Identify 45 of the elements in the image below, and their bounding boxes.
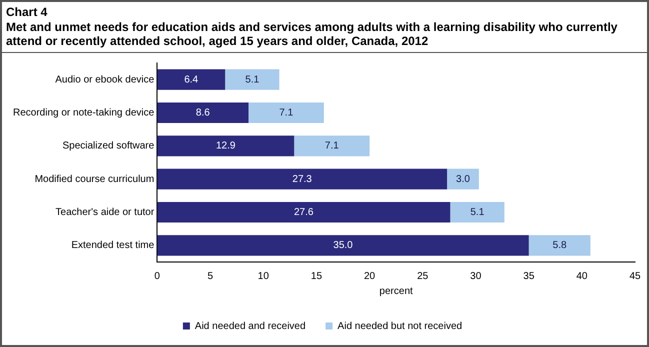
y-tick-label: Teacher's aide or tutor: [56, 207, 155, 218]
data-label: 6.4: [184, 74, 199, 86]
x-tick-label: 20: [364, 270, 376, 282]
x-tick-label: 15: [310, 270, 322, 282]
bar: [157, 69, 226, 90]
data-label: 5.1: [470, 207, 485, 218]
y-tick-label: Modified course curriculum: [34, 174, 154, 185]
x-tick-label: 25: [417, 270, 429, 282]
bar: [248, 102, 324, 124]
y-tick-label: Extended test time: [71, 240, 155, 252]
x-axis-title: percent: [379, 286, 413, 297]
x-tick-label: 35: [523, 270, 535, 282]
bar: [157, 235, 529, 256]
data-label: 8.6: [196, 108, 210, 118]
data-label: 7.1: [279, 108, 294, 118]
data-label: 3.0: [456, 174, 470, 185]
legend-label: Aid needed but not received: [338, 320, 462, 332]
text: Chart 4: [6, 5, 48, 19]
data-label: 35.0: [333, 240, 354, 252]
data-label: 5.8: [552, 240, 567, 252]
y-tick-label: Audio or ebook device: [55, 74, 155, 86]
bar: [528, 235, 590, 256]
data-label: 27.3: [292, 174, 312, 185]
x-tick-label: 0: [154, 270, 160, 282]
bar: [157, 136, 294, 156]
bar: [447, 168, 479, 190]
legend-label: Aid needed and received: [194, 320, 306, 332]
data-label: 7.1: [324, 140, 340, 152]
bar: [157, 202, 450, 223]
x-tick-label: 45: [629, 270, 641, 282]
y-tick-label: Specialized software: [62, 140, 155, 152]
bar: [225, 69, 280, 90]
y-tick-label: Recording or note-taking device: [12, 108, 155, 118]
x-tick-label: 40: [576, 270, 588, 282]
bar: [450, 202, 504, 223]
x-tick-label: 5: [208, 270, 214, 282]
x-tick-label: 30: [470, 270, 482, 282]
data-label: 5.1: [245, 74, 260, 86]
bar: [157, 168, 448, 190]
x-tick-label: 10: [258, 270, 270, 282]
bar: [157, 102, 249, 124]
data-label: 27.6: [294, 207, 314, 218]
bar: [294, 136, 370, 156]
data-label: 12.9: [216, 140, 236, 152]
chart-subtitle: Met and unmet needs for education aids and services among adults with a learning disability who currently attend or recently attended school, aged 15 years and older, Canada, 2012: [6, 20, 618, 48]
